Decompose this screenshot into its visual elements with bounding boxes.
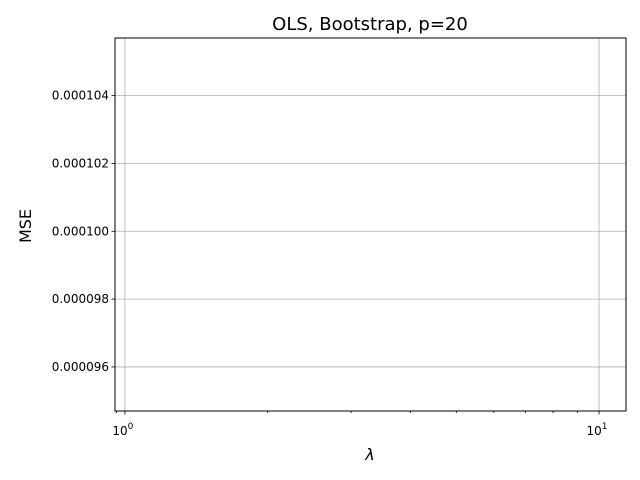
- y-tick-label: 0.000096: [52, 360, 109, 374]
- x-tick-label: 101: [587, 422, 608, 438]
- y-tick-label: 0.000104: [52, 89, 109, 103]
- chart-title: OLS, Bootstrap, p=20: [272, 14, 468, 35]
- x-tick-label: 100: [112, 422, 133, 438]
- y-tick-label: 0.000102: [52, 156, 109, 170]
- grid-layer: [115, 38, 626, 411]
- y-tick-label: 0.000098: [52, 292, 109, 306]
- x-axis-label: λ: [364, 445, 374, 464]
- tick-layer: 0.000096 0.000098 0.000100 0.000102 0.000104…: [52, 89, 608, 438]
- plot-area-frame: [114, 37, 627, 412]
- y-tick-label: 0.000100: [52, 224, 109, 238]
- y-axis-label: MSE: [16, 209, 35, 243]
